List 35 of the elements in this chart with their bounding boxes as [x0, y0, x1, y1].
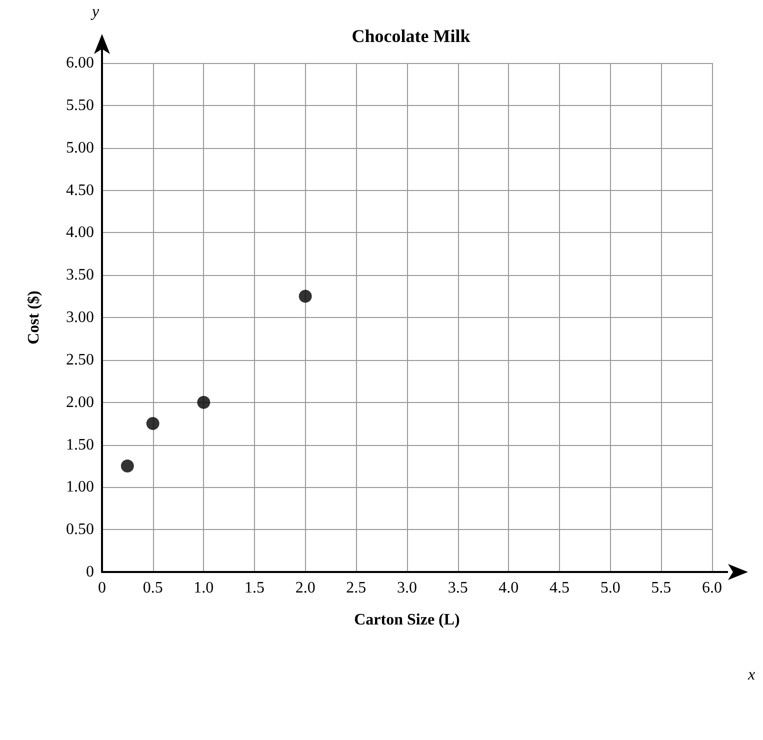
y-tick-label: 1.00: [66, 478, 94, 496]
x-tick-label: 3.5: [448, 580, 468, 596]
x-tick-label: 1.0: [194, 580, 214, 596]
point: [197, 396, 210, 409]
y-tick-label: 0: [86, 564, 94, 580]
x-tick-label: 0.5: [142, 580, 163, 596]
text: y: [90, 4, 100, 20]
x-tick-label: 2.0: [295, 580, 316, 596]
x-tick-label: 4.0: [498, 580, 519, 596]
x-tick-label: 2.5: [346, 580, 366, 596]
x-tick-label: 1.5: [244, 580, 264, 596]
y-tick-label: 1.50: [66, 436, 94, 454]
x-axis-title: Carton Size (L): [354, 612, 460, 628]
y-tick-label: 3.50: [66, 266, 94, 284]
y-tick-label: 4.50: [66, 182, 94, 199]
x-tick-label: 3.0: [397, 580, 417, 596]
point: [298, 290, 312, 303]
x-tick-label: 4.5: [550, 580, 570, 596]
chart-title: Chocolate Milk: [352, 26, 470, 46]
y-tick-label: 5.50: [66, 96, 94, 114]
y-tick-label: 0.50: [66, 521, 94, 538]
y-tick-label: 6.00: [66, 54, 94, 72]
x-tick-label: 5.5: [651, 580, 672, 596]
text: x: [747, 666, 756, 684]
y-tick-label: 5.00: [66, 139, 94, 156]
y-tick-label: 4.00: [66, 224, 94, 242]
point: [146, 417, 160, 430]
x-tick-label: 6.0: [702, 580, 722, 596]
y-tick-label: 2.00: [66, 394, 94, 411]
y-tick-label: 3.00: [66, 309, 94, 326]
x-tick-label: 0: [98, 580, 106, 596]
y-tick-label: 2.50: [66, 351, 94, 368]
point: [120, 459, 134, 472]
x-tick-label: 5.0: [600, 580, 620, 596]
y-axis-title: Cost ($): [26, 290, 42, 344]
